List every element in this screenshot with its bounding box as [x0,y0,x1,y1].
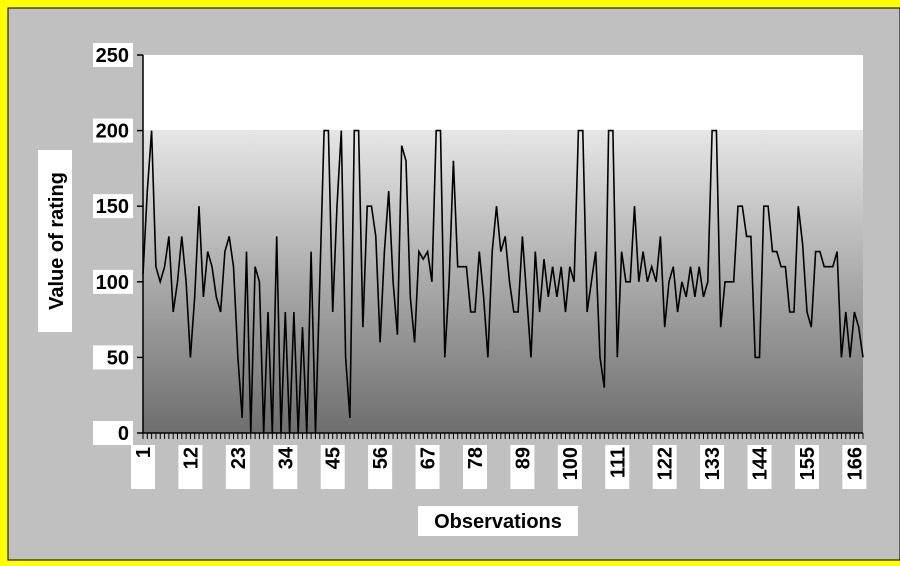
x-axis-title: Observations [434,511,562,533]
x-tick-label-background [462,445,487,489]
x-tick-label: 12 [180,447,202,469]
x-tick-label-background [747,445,772,489]
x-tick-label-background [794,445,819,489]
x-tick-label: 34 [275,446,297,469]
series-group [142,129,864,434]
x-tick-label: 67 [418,447,440,469]
x-tick-label: 155 [797,447,819,480]
x-tick-label: 133 [702,447,724,480]
x-tick-label: 100 [560,447,582,480]
x-tick-label-background [415,445,440,489]
data-series-line [142,129,864,434]
x-tick-label-background [131,445,155,489]
y-tick-label-background [93,269,133,294]
y-tick-label-background [93,421,133,445]
x-tick-label: 56 [370,447,392,469]
y-tick-label-background [93,43,133,67]
x-tick-label-background [842,445,867,489]
x-tick-label: 1 [133,447,155,458]
y-axis-title-background [38,150,72,332]
x-tick-label: 45 [323,447,345,469]
x-tick-label: 23 [228,447,250,469]
y-tick-label-background [93,345,133,370]
x-axis: 1 12 23 34 45 56 67 78 89 100 111 122 133 144 155 166 [131,432,867,489]
y-tick-label-background [93,194,133,219]
y-tick-label: 250 [96,45,129,67]
y-tick-label: 50 [107,347,129,369]
x-tick-label-background [652,445,677,489]
x-tick-label: 89 [512,447,534,469]
y-axis: 0 50 100 150 200 250 [93,43,144,445]
x-tick-label-background [273,445,298,489]
y-tick-label: 0 [118,423,129,445]
x-tick-label: 122 [655,447,677,480]
x-tick-label-background [368,445,393,489]
x-tick-label-background [557,445,582,489]
y-axis-title: Value of rating [46,172,68,310]
y-tick-label: 150 [96,196,129,218]
x-tick-label-background [178,445,203,489]
y-tick-label: 200 [96,121,129,143]
x-tick-label-background [510,445,535,489]
x-tick-label: 111 [607,447,629,478]
x-axis-title-background [418,506,578,536]
x-tick-label-background [225,445,250,489]
y-tick-label: 100 [96,272,129,294]
y-tick-label-background [93,118,133,143]
x-tick-label: 144 [750,446,772,480]
x-tick-label-background [320,445,345,489]
x-tick-label: 166 [844,447,866,480]
x-tick-label-background [700,445,725,489]
x-tick-label-background [605,445,630,489]
x-tick-label: 78 [465,447,487,469]
plot-gradient-fill [143,130,863,433]
